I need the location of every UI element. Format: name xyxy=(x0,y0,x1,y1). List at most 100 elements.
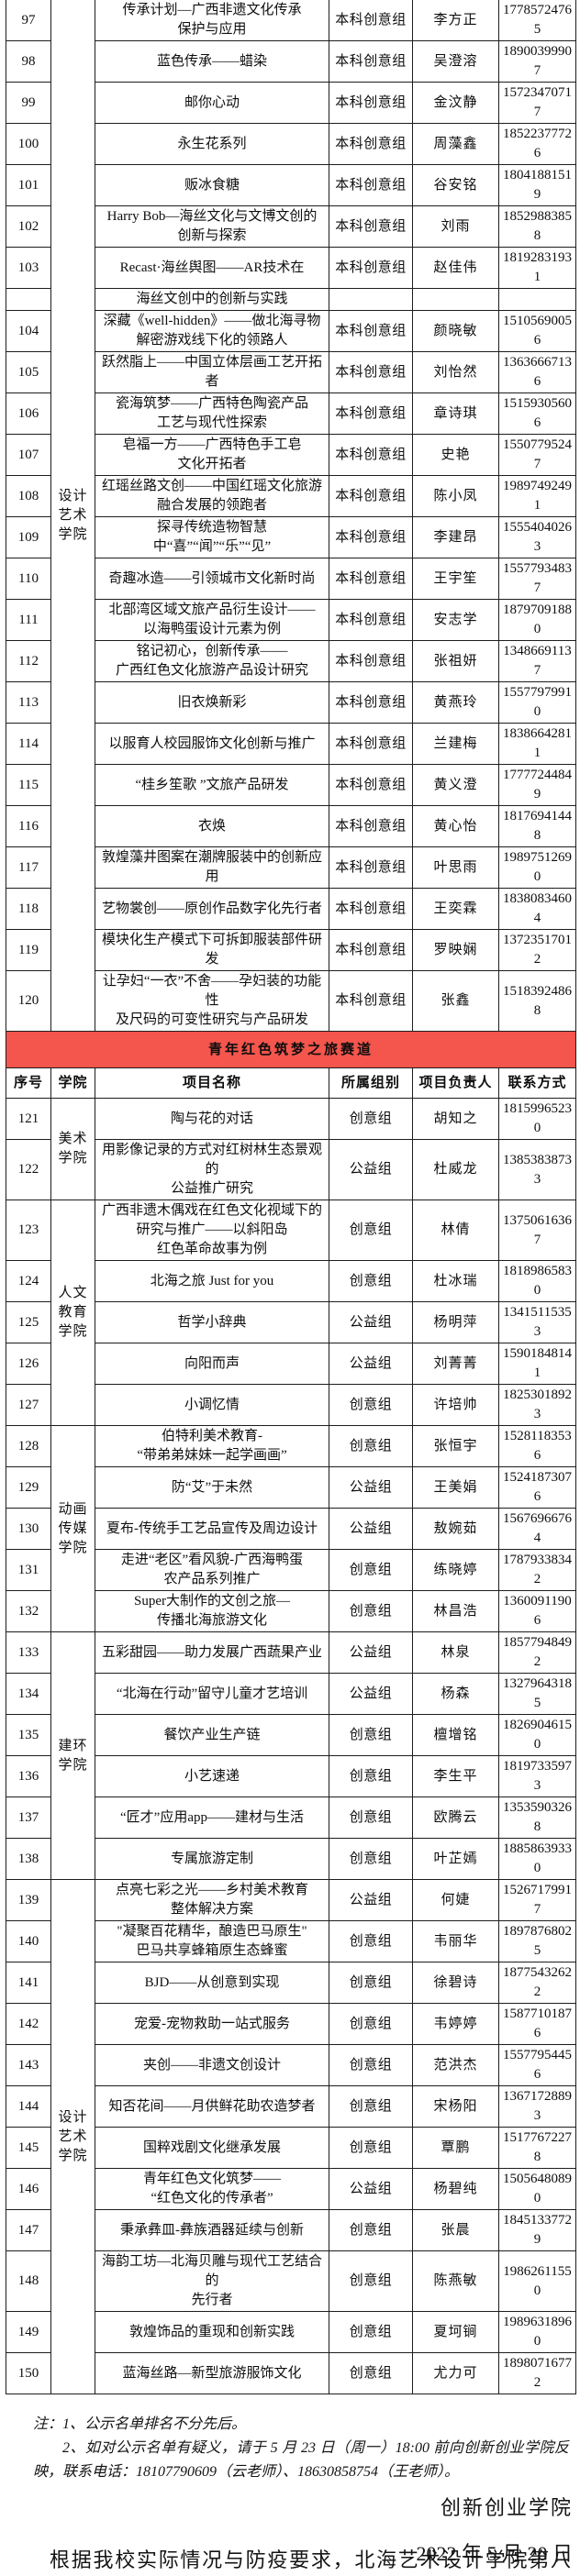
table-row: 128 动画 传媒 学院 伯特利美术教育- “带弟弟妹妹一起学画画” 创意组 张恒宇 15… xyxy=(6,1425,576,1632)
cell-leader: 吴澄溶 xyxy=(412,40,499,83)
cell-phone: 13535903268 xyxy=(498,1797,576,1839)
cell-seq: 149 xyxy=(6,2311,51,2353)
cell-group: 本科创意组 xyxy=(329,516,413,558)
cell-leader: 杜冰瑞 xyxy=(412,1260,499,1302)
cell-phone: 18577948492 xyxy=(498,1631,576,1674)
cell-project-name: 夏布-传统手工艺品宣传及周边设计 xyxy=(95,1508,329,1550)
cell-seq: 130 xyxy=(6,1508,51,1550)
cell-seq: 123 xyxy=(6,1200,51,1261)
cell-college: 动画 传媒 学院 xyxy=(50,1425,95,1632)
cell-group: 创意组 xyxy=(329,1200,413,1261)
cell-project-name: 秉承彝皿-彝族酒器延续与创新 xyxy=(95,2209,329,2251)
cell-seq: 106 xyxy=(6,392,51,435)
cell-seq: 131 xyxy=(6,1549,51,1591)
cell-leader: 黄心怡 xyxy=(412,805,499,847)
table-row: 99 邮你心动 本科创意组 金汶静 15723470717 xyxy=(6,82,576,124)
cell-phone: 18159965230 xyxy=(498,1098,576,1140)
column-header: 所属组别 xyxy=(329,1067,413,1099)
cell-phone: 18451337729 xyxy=(498,2209,576,2251)
cell-group: 本科创意组 xyxy=(329,0,413,41)
table-row: 135 餐饮产业生产链 创意组 檀增铭 18269046150 xyxy=(6,1714,576,1756)
cell-group: 公益组 xyxy=(329,1879,413,1921)
cell-phone: 18269046150 xyxy=(498,1714,576,1756)
cell-phone: 19897492491 xyxy=(498,475,576,517)
cell-phone: 15723470717 xyxy=(498,82,576,124)
cell-project-name: BJD——从创意到实现 xyxy=(95,1962,329,2004)
table-row: 101 贩冰食糖 本科创意组 谷安铭 18041881519 xyxy=(6,164,576,206)
cell-seq xyxy=(6,288,51,311)
cell-leader: 张祖妍 xyxy=(412,640,499,682)
table-row: 98 蓝色传承——蜡染 本科创意组 吴澄溶 18900399907 xyxy=(6,40,576,83)
cell-project-name: 点亮七彩之光——乡村美术教育 整体解决方案 xyxy=(95,1879,329,1921)
cell-project-name: 国粹戏剧文化继承发展 xyxy=(95,2127,329,2169)
cell-phone: 15901848141 xyxy=(498,1343,576,1385)
cell-group: 本科创意组 xyxy=(329,888,413,930)
cell-phone: 15105690056 xyxy=(498,310,576,352)
cell-project-name: 艺物裳创——原创作品数字化先行者 xyxy=(95,888,329,930)
cell-group: 创意组 xyxy=(329,2352,413,2394)
cell-leader: 杨明萍 xyxy=(412,1301,499,1343)
cell-project-name: 跃然脂上——中国立体层画工艺开拓者 xyxy=(95,351,329,393)
cell-project-name: 走进“老区”看风貌-广西海鸭蛋 农产品系列推广 xyxy=(95,1549,329,1591)
table-row: 139 设计 艺术 学院 点亮七彩之光——乡村美术教育 整体解决方案 公益组 何婕 152… xyxy=(6,1879,576,2394)
cell-project-name: 青年红色文化筑梦—— “红色文化的传承者” xyxy=(95,2168,329,2210)
cell-phone: 18775432622 xyxy=(498,1962,576,2004)
cell-group: 本科创意组 xyxy=(329,351,413,393)
table-row: 115 “桂乡笙歌 ”文旅产品研发 本科创意组 黄义澄 17777244849 xyxy=(6,764,576,806)
table-row: 116 衣焕 本科创意组 黄心怡 18176941448 xyxy=(6,805,576,847)
cell-phone: 18380834604 xyxy=(498,888,576,930)
cell-leader: 谷安铭 xyxy=(412,164,499,206)
cell-group: 创意组 xyxy=(329,2044,413,2086)
cell-group: 公益组 xyxy=(329,1631,413,1674)
cell-project-name: 向阳而声 xyxy=(95,1343,329,1385)
table-row: 138 专属旅游定制 创意组 叶芷嫣 18858639330 xyxy=(6,1838,576,1880)
track-banner: 青年红色筑梦之旅赛道 xyxy=(6,1031,576,1068)
cell-project-name: 蓝海丝路—新型旅游服饰文化 xyxy=(95,2352,329,2394)
cell-seq: 101 xyxy=(6,164,51,206)
cell-leader: 杜威龙 xyxy=(412,1139,499,1200)
cell-seq: 139 xyxy=(6,1879,51,1921)
cell-group: 创意组 xyxy=(329,1920,413,1962)
cell-seq: 126 xyxy=(6,1343,51,1385)
cell-group: 本科创意组 xyxy=(329,247,413,289)
table-row: 136 小艺速递 创意组 李生平 18197335973 xyxy=(6,1755,576,1797)
signature-date: 2022 年 5 月 20 日 xyxy=(416,2542,573,2565)
cell-seq: 138 xyxy=(6,1838,51,1880)
cell-seq: 128 xyxy=(6,1425,51,1467)
cell-group: 本科创意组 xyxy=(329,723,413,765)
track-banner-row: 青年红色筑梦之旅赛道 xyxy=(6,1031,576,1068)
cell-project-name: “匠才”应用app——建材与生活 xyxy=(95,1797,329,1839)
cell-group: 创意组 xyxy=(329,1838,413,1880)
cell-leader: 叶芷嫣 xyxy=(412,1838,499,1880)
cell-seq: 113 xyxy=(6,681,51,724)
cell-college: 建环 学院 xyxy=(50,1631,95,1880)
cell-seq: 97 xyxy=(6,0,51,41)
cell-project-name: "凝聚百花精华，酿造巴马原生" 巴马共享蜂箱原生态蜂蜜 xyxy=(95,1920,329,1962)
cell-seq: 103 xyxy=(6,247,51,289)
table-row: 132 Super大制作的文创之旅— 传播北海旅游文化 创意组 林昌浩 13600911… xyxy=(6,1590,576,1632)
cell-project-name: 探寻传统造物智慧中“喜”“闻”“乐”“见” xyxy=(95,516,329,558)
cell-leader: 周藻鑫 xyxy=(412,123,499,165)
cell-phone: 18192831931 xyxy=(498,247,576,289)
cell-leader: 刘菁菁 xyxy=(412,1343,499,1385)
cell-leader: 许培帅 xyxy=(412,1384,499,1426)
cell-seq: 124 xyxy=(6,1260,51,1302)
cell-seq: 140 xyxy=(6,1920,51,1962)
cell-leader: 胡知之 xyxy=(412,1098,499,1140)
cell-phone: 17879338342 xyxy=(498,1549,576,1591)
cell-phone: 15159305606 xyxy=(498,392,576,435)
table-row: 106 瓷海筑梦——广西特色陶瓷产品 工艺与现代性探索 本科创意组 章诗琪 151593… xyxy=(6,392,576,435)
cell-phone: 18522377726 xyxy=(498,123,576,165)
cell-phone: 15877101876 xyxy=(498,2003,576,2045)
cell-group: 公益组 xyxy=(329,1673,413,1715)
cell-seq: 118 xyxy=(6,888,51,930)
cell-leader: 宋杨阳 xyxy=(412,2085,499,2128)
cell-leader: 林倩 xyxy=(412,1200,499,1261)
table-row: 127 小调忆情 创意组 许培帅 18253018923 xyxy=(6,1384,576,1426)
cell-leader: 史艳 xyxy=(412,434,499,476)
cell-phone: 17785724765 xyxy=(498,0,576,41)
cell-phone: 15676966764 xyxy=(498,1508,576,1550)
table-row: 124 北海之旅 Just for you 创意组 杜冰瑞 18189865830 xyxy=(6,1260,576,1302)
cell-seq: 135 xyxy=(6,1714,51,1756)
